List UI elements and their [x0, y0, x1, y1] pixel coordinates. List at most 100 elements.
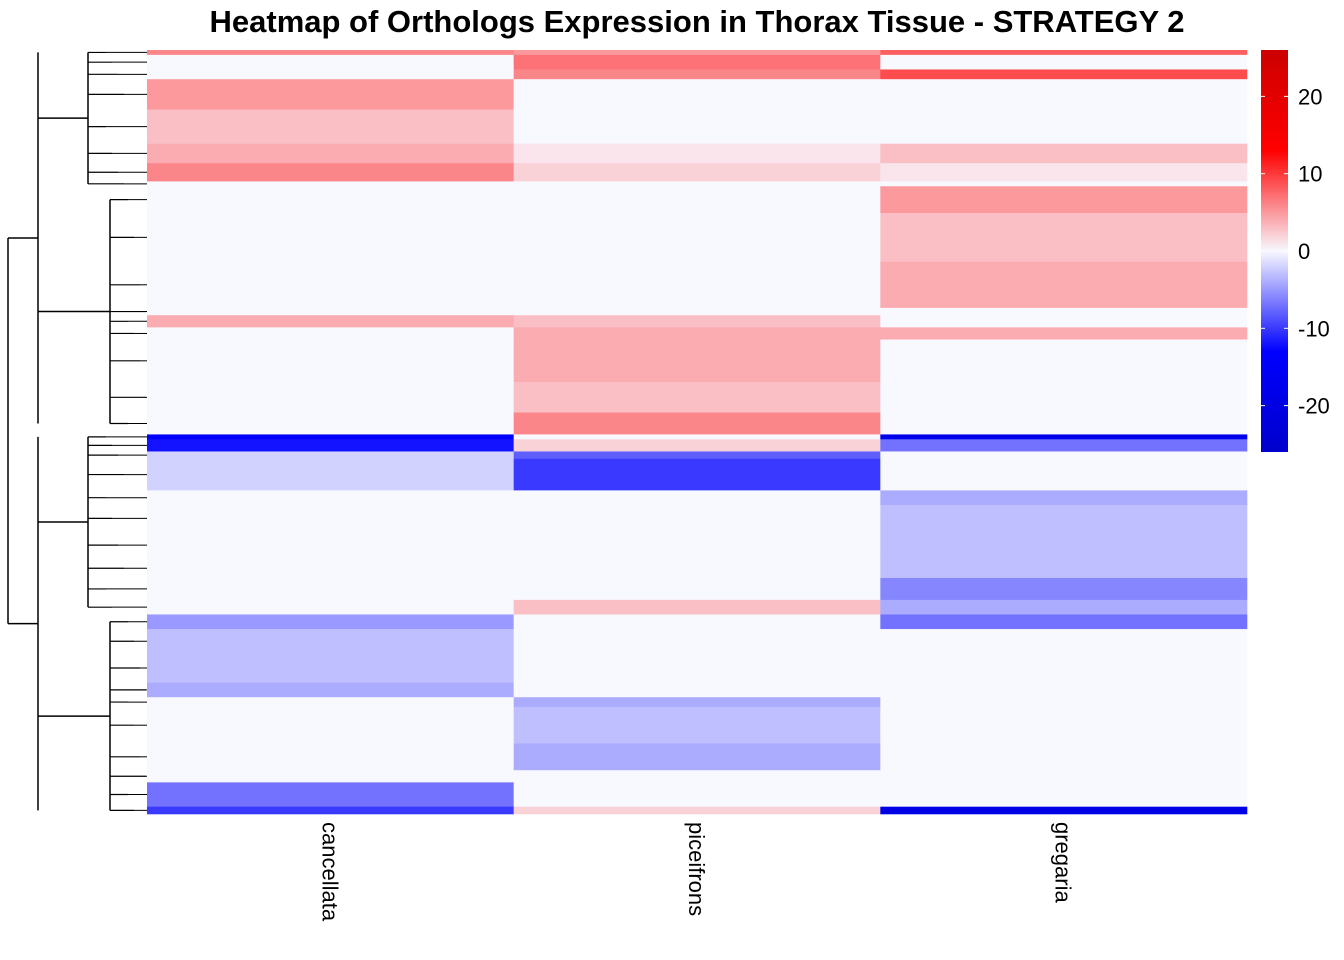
legend-tick-label: -10 [1298, 316, 1330, 341]
heatmap-cell-gregaria-block-13 [880, 327, 1248, 340]
heatmap-cell-piceifrons-block-6 [513, 163, 881, 182]
heatmap-cell-cancellata-block-14 [147, 339, 514, 383]
heatmap-cell-piceifrons-block-5 [513, 143, 881, 164]
heatmap-cell-gregaria-block-29 [880, 653, 1248, 683]
heatmap-cell-cancellata-block-15 [147, 382, 514, 413]
heatmap-cell-piceifrons-block-9 [513, 213, 881, 262]
heatmap-cell-piceifrons-block-8 [513, 186, 881, 214]
heatmap-cell-piceifrons-block-4 [513, 109, 881, 144]
heatmap-cell-cancellata-block-26 [147, 599, 514, 615]
chart-title: Heatmap of Orthologs Expression in Thora… [210, 4, 1185, 39]
heatmap-cell-cancellata-block-24 [147, 558, 514, 579]
heatmap-cell-cancellata-block-9 [147, 213, 514, 262]
heatmap-cell-cancellata-block-7 [147, 181, 514, 187]
heatmap-cell-gregaria-block-16 [880, 412, 1248, 435]
row-dendrogram [7, 51, 147, 811]
heatmap-cell-cancellata-block-3 [147, 79, 514, 110]
heatmap-cell-gregaria-block-23 [880, 531, 1248, 559]
heatmap-cell-gregaria-block-17 [880, 434, 1248, 440]
heatmap-cell-piceifrons-block-27 [513, 614, 881, 630]
heatmap-cell-cancellata-block-28 [147, 629, 514, 654]
heatmap-cell-cancellata-block-32 [147, 706, 514, 744]
heatmap-cell-gregaria-block-3 [880, 79, 1248, 110]
heatmap-cells [147, 50, 1248, 815]
heatmap-cell-cancellata-block-36 [147, 806, 514, 815]
heatmap-cell-piceifrons-block-13 [513, 327, 881, 340]
heatmap-cell-gregaria-block-35 [880, 782, 1248, 807]
column-label-gregaria: gregaria [1051, 822, 1076, 903]
heatmap-cell-piceifrons-block-16 [513, 412, 881, 435]
heatmap-cell-piceifrons-block-28 [513, 629, 881, 654]
heatmap-cell-cancellata-block-0 [147, 50, 514, 56]
heatmap-cell-piceifrons-block-1 [513, 54, 881, 70]
heatmap-cell-cancellata-block-33 [147, 743, 514, 771]
heatmap-cell-cancellata-block-1 [147, 54, 514, 70]
column-labels: cancellata piceifrons gregaria [317, 822, 1075, 922]
heatmap-cell-cancellata-block-10 [147, 261, 514, 309]
heatmap-cell-gregaria-block-4 [880, 109, 1248, 144]
heatmap-cell-gregaria-block-0 [880, 50, 1248, 56]
heatmap-cell-cancellata-block-31 [147, 697, 514, 708]
heatmap-cell-gregaria-block-21 [880, 490, 1248, 506]
heatmap-cell-piceifrons-block-24 [513, 558, 881, 579]
heatmap-cell-cancellata-block-23 [147, 531, 514, 559]
heatmap-cell-piceifrons-block-33 [513, 743, 881, 771]
heatmap-cell-cancellata-block-25 [147, 577, 514, 601]
heatmap-cell-piceifrons-block-7 [513, 181, 881, 187]
heatmap-cell-cancellata-block-27 [147, 614, 514, 630]
heatmap-cell-cancellata-block-13 [147, 327, 514, 340]
heatmap-cell-piceifrons-block-19 [513, 451, 881, 460]
heatmap-cell-cancellata-block-29 [147, 653, 514, 683]
heatmap-cell-piceifrons-block-12 [513, 315, 881, 328]
heatmap-cell-piceifrons-block-20 [513, 458, 881, 491]
heatmap-cell-piceifrons-block-10 [513, 261, 881, 309]
heatmap-cell-cancellata-block-16 [147, 412, 514, 435]
heatmap-cell-gregaria-block-5 [880, 143, 1248, 164]
heatmap-cell-piceifrons-block-34 [513, 770, 881, 783]
heatmap-cell-piceifrons-block-32 [513, 706, 881, 744]
heatmap-cell-piceifrons-block-25 [513, 577, 881, 601]
heatmap-cell-gregaria-block-1 [880, 54, 1248, 70]
column-label-cancellata: cancellata [317, 822, 342, 922]
column-label-piceifrons: piceifrons [684, 822, 709, 916]
heatmap-cell-gregaria-block-24 [880, 558, 1248, 579]
heatmap-cell-cancellata-block-8 [147, 186, 514, 214]
heatmap-cell-cancellata-block-17 [147, 434, 514, 440]
heatmap-cell-piceifrons-block-18 [513, 439, 881, 452]
heatmap-cell-cancellata-block-22 [147, 504, 514, 533]
legend-tick-label: -20 [1298, 394, 1330, 419]
heatmap-cell-cancellata-block-11 [147, 307, 514, 316]
heatmap-cell-gregaria-block-2 [880, 69, 1248, 80]
heatmap-cell-gregaria-block-30 [880, 682, 1248, 698]
heatmap-cell-gregaria-block-19 [880, 451, 1248, 460]
heatmap-cell-gregaria-block-12 [880, 315, 1248, 328]
heatmap-cell-piceifrons-block-23 [513, 531, 881, 559]
heatmap-cell-cancellata-block-5 [147, 143, 514, 164]
heatmap-cell-piceifrons-block-2 [513, 69, 881, 80]
heatmap-cell-cancellata-block-34 [147, 770, 514, 783]
heatmap-cell-piceifrons-block-15 [513, 382, 881, 413]
heatmap-cell-piceifrons-block-22 [513, 504, 881, 533]
heatmap-cell-cancellata-block-21 [147, 490, 514, 506]
legend-tick-label: 20 [1298, 84, 1322, 109]
heatmap-cell-piceifrons-block-31 [513, 697, 881, 708]
heatmap-cell-cancellata-block-18 [147, 439, 514, 452]
heatmap-cell-piceifrons-block-35 [513, 782, 881, 807]
heatmap-cell-gregaria-block-7 [880, 181, 1248, 187]
heatmap-cell-cancellata-block-35 [147, 782, 514, 807]
heatmap-cell-gregaria-block-6 [880, 163, 1248, 182]
heatmap-cell-gregaria-block-27 [880, 614, 1248, 630]
heatmap-cell-cancellata-block-4 [147, 109, 514, 144]
heatmap-cell-gregaria-block-25 [880, 577, 1248, 601]
heatmap-cell-cancellata-block-12 [147, 315, 514, 328]
heatmap-cell-piceifrons-block-17 [513, 434, 881, 440]
heatmap-cell-gregaria-block-28 [880, 629, 1248, 654]
legend-tick-label: 10 [1298, 162, 1322, 187]
heatmap-cell-gregaria-block-18 [880, 439, 1248, 452]
heatmap-cell-piceifrons-block-30 [513, 682, 881, 698]
heatmap-cell-piceifrons-block-3 [513, 79, 881, 110]
heatmap-cell-piceifrons-block-0 [513, 50, 881, 56]
heatmap-cell-piceifrons-block-29 [513, 653, 881, 683]
heatmap-cell-gregaria-block-8 [880, 186, 1248, 214]
